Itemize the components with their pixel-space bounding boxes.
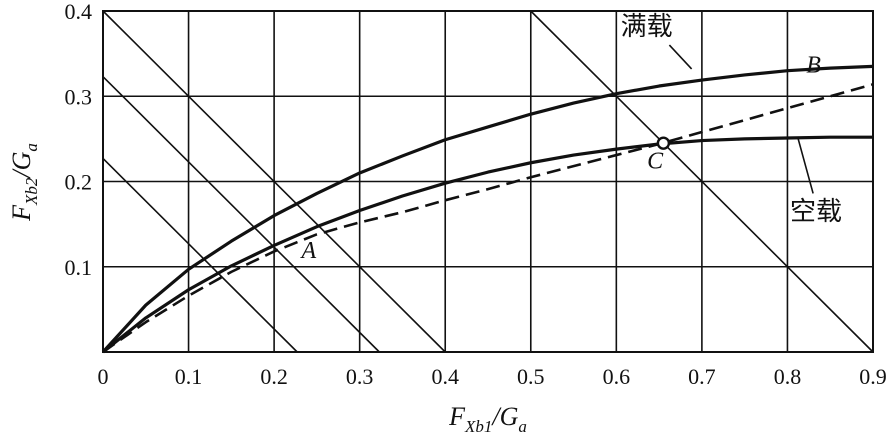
y-tick-label-2: 0.3: [65, 84, 93, 109]
y-tick-label-1: 0.2: [65, 170, 93, 195]
point-label-C: C: [647, 149, 664, 175]
series-label-1: 空载: [790, 197, 842, 227]
series-label-leader-0: [668, 44, 693, 70]
x-tick-label-0: 0: [98, 364, 109, 389]
reference-line-3: [530, 10, 874, 353]
x-tick-label-6: 0.6: [603, 364, 631, 389]
x-tick-label-3: 0.3: [346, 364, 374, 389]
reference-line-1: [102, 76, 380, 353]
plot-frame: [102, 10, 874, 353]
grid: [103, 11, 873, 352]
y-tick-label-0: 0.1: [65, 255, 93, 280]
series-line-0: [101, 64, 874, 354]
series-line-2: [102, 83, 874, 354]
x-axis-label: FXb1/Ga: [448, 402, 527, 433]
point-label-A: A: [299, 238, 316, 264]
y-tick-label-3: 0.4: [65, 0, 93, 24]
x-tick-label-8: 0.8: [774, 364, 802, 389]
reference-lines: [102, 10, 874, 353]
x-tick-label-1: 0.1: [175, 364, 203, 389]
y-tick-labels: 0.1 0.2 0.3 0.4: [65, 0, 93, 280]
reference-line-0: [102, 157, 298, 353]
series-label-leader-1: [796, 136, 814, 194]
point-marker-C: [656, 136, 671, 150]
series-line-1: [102, 135, 873, 354]
x-tick-label-9: 0.9: [859, 364, 887, 389]
x-tick-label-5: 0.5: [517, 364, 545, 389]
x-tick-labels: 0 0.1 0.2 0.3 0.4 0.5 0.6 0.7 0.8 0.9: [98, 364, 887, 389]
x-tick-label-2: 0.2: [260, 364, 288, 389]
series-label-0: 满载: [621, 12, 673, 42]
reference-line-2: [102, 10, 446, 353]
point-label-B: B: [806, 52, 821, 78]
x-tick-label-4: 0.4: [431, 364, 459, 389]
x-tick-label-7: 0.7: [688, 364, 716, 389]
series-group: [101, 64, 874, 354]
plot-border: [102, 10, 874, 353]
y-axis-label: FXb2/Ga: [7, 143, 41, 222]
